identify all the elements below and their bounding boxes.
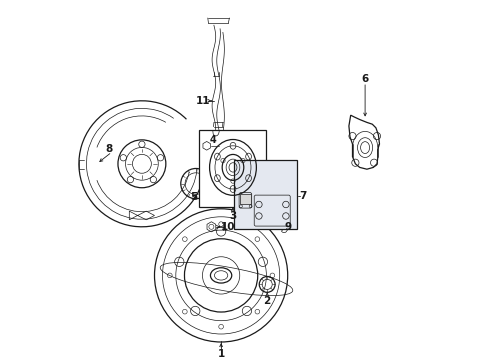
Text: 9: 9 <box>284 222 291 232</box>
Text: 1: 1 <box>217 348 224 359</box>
Text: 10: 10 <box>221 222 235 232</box>
Bar <box>199 130 265 207</box>
Text: 2: 2 <box>263 296 270 306</box>
Text: 3: 3 <box>229 211 236 221</box>
Bar <box>233 160 296 229</box>
Text: 11: 11 <box>196 96 210 106</box>
Text: 7: 7 <box>299 191 306 201</box>
Text: 8: 8 <box>106 144 113 154</box>
Text: 4: 4 <box>209 135 216 145</box>
Text: 6: 6 <box>361 74 368 84</box>
Bar <box>239 194 250 204</box>
Text: 5: 5 <box>189 192 197 202</box>
